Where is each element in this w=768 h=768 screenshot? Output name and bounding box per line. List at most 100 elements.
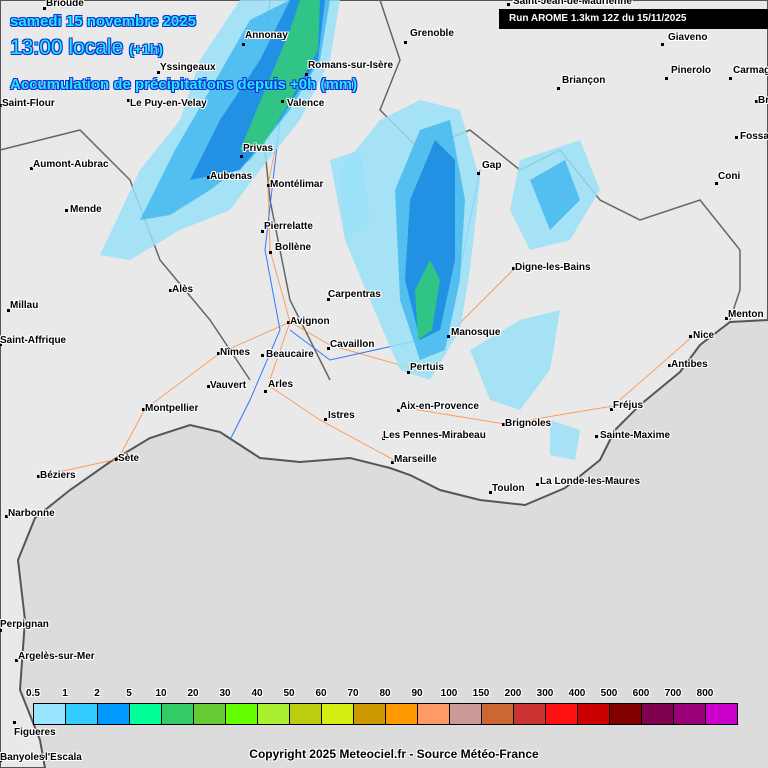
city-label: Briançon: [562, 75, 606, 86]
city-label: Narbonne: [8, 508, 55, 519]
city-label: Bra: [758, 95, 768, 106]
city-marker: [489, 491, 492, 494]
city-marker: [0, 759, 2, 762]
legend-swatch: [194, 704, 226, 724]
city-label: Fréjus: [613, 400, 644, 411]
legend-swatch: [674, 704, 706, 724]
city-marker: [397, 409, 400, 412]
city-label: Aumont-Aubrac: [33, 159, 109, 170]
city-marker: [142, 408, 145, 411]
legend-label: 2: [94, 688, 100, 699]
city-label: Brioude: [46, 0, 84, 9]
precip-area-light: [470, 310, 560, 410]
legend-swatch: [546, 704, 578, 724]
city-marker: [595, 435, 598, 438]
precip-area-medium: [530, 160, 580, 230]
city-marker: [404, 41, 407, 44]
city-marker: [668, 364, 671, 367]
city-label: Millau: [10, 300, 39, 311]
precip-area-green: [415, 260, 440, 340]
legend-swatch: [130, 704, 162, 724]
legend-swatch: [66, 704, 98, 724]
legend-label: 300: [536, 688, 554, 699]
legend-label: 80: [379, 688, 391, 699]
city-marker: [0, 343, 2, 346]
legend-swatch: [610, 704, 642, 724]
city-marker: [502, 423, 505, 426]
city-marker: [305, 73, 308, 76]
city-label: Bollène: [275, 242, 312, 253]
legend-label: 70: [347, 688, 359, 699]
forecast-date: samedi 15 novembre 2025: [10, 13, 196, 30]
city-label: Cavaillon: [330, 339, 375, 350]
city-marker: [327, 347, 330, 350]
city-marker: [407, 371, 410, 374]
city-marker: [689, 335, 692, 338]
city-marker: [30, 167, 33, 170]
precipitation: [100, 0, 600, 460]
legend-label: 800: [696, 688, 714, 699]
city-label: Pinerolo: [671, 65, 712, 76]
city-label: Perpignan: [0, 619, 49, 630]
city-label: Fossano: [740, 131, 768, 142]
legend-swatch: [578, 704, 610, 724]
city-label: Les Pennes-Mirabeau: [383, 430, 486, 441]
city-label: Grenoble: [410, 28, 454, 39]
city-label: Digne-les-Bains: [515, 262, 591, 273]
legend-label: 150: [472, 688, 490, 699]
city-label: Coni: [718, 171, 741, 182]
precip-area-light: [550, 420, 580, 460]
city-label: Le Puy-en-Velay: [130, 98, 207, 109]
city-label: Aix-en-Provence: [400, 401, 479, 412]
city-label: Yssingeaux: [160, 62, 216, 73]
time-offset: (+1h): [129, 41, 163, 57]
city-marker: [755, 100, 758, 103]
legend-label: 30: [219, 688, 231, 699]
city-label: Pierrelatte: [264, 221, 313, 232]
city-marker: [536, 483, 539, 486]
city-label: Banyoles: [0, 752, 45, 763]
city-label: Argelès-sur-Mer: [18, 651, 95, 662]
precip-area-light: [330, 150, 370, 240]
city-label: Marseille: [394, 454, 437, 465]
city-label: Gap: [482, 160, 502, 171]
city-label: Carpentras: [328, 289, 381, 300]
city-marker: [264, 390, 267, 393]
city-marker: [557, 87, 560, 90]
city-label: Vauvert: [210, 380, 247, 391]
city-marker: [729, 77, 732, 80]
city-label: Beaucaire: [266, 349, 314, 360]
city-label: Béziers: [40, 470, 76, 481]
legend-label: 5: [126, 688, 132, 699]
city-label: Istres: [328, 410, 355, 421]
legend-swatch: [34, 704, 66, 724]
model-run-label: Run AROME 1.3km 12Z du 15/11/2025: [499, 9, 768, 29]
city-marker: [391, 461, 394, 464]
city-label: Carmagnola: [733, 65, 768, 76]
city-marker: [115, 458, 118, 461]
city-marker: [0, 104, 2, 107]
legend-swatch: [514, 704, 546, 724]
city-marker: [127, 99, 130, 102]
color-legend: [33, 703, 738, 725]
legend-swatch: [642, 704, 674, 724]
city-label: Montpellier: [145, 403, 199, 414]
city-marker: [242, 43, 245, 46]
city-marker: [15, 659, 18, 662]
city-marker: [157, 71, 160, 74]
city-marker: [661, 43, 664, 46]
city-label: Pertuis: [410, 362, 444, 373]
city-marker: [267, 184, 270, 187]
city-label: Alès: [172, 284, 194, 295]
city-marker: [0, 629, 2, 632]
city-label: Manosque: [451, 327, 501, 338]
city-label: La Londe-les-Maures: [540, 476, 641, 487]
city-marker: [324, 418, 327, 421]
city-label: Avignon: [290, 316, 330, 327]
legend-label: 40: [251, 688, 263, 699]
legend-swatch: [162, 704, 194, 724]
city-marker: [261, 230, 264, 233]
city-label: Saint-Affrique: [0, 335, 67, 346]
legend-swatch: [290, 704, 322, 724]
legend-swatch: [354, 704, 386, 724]
